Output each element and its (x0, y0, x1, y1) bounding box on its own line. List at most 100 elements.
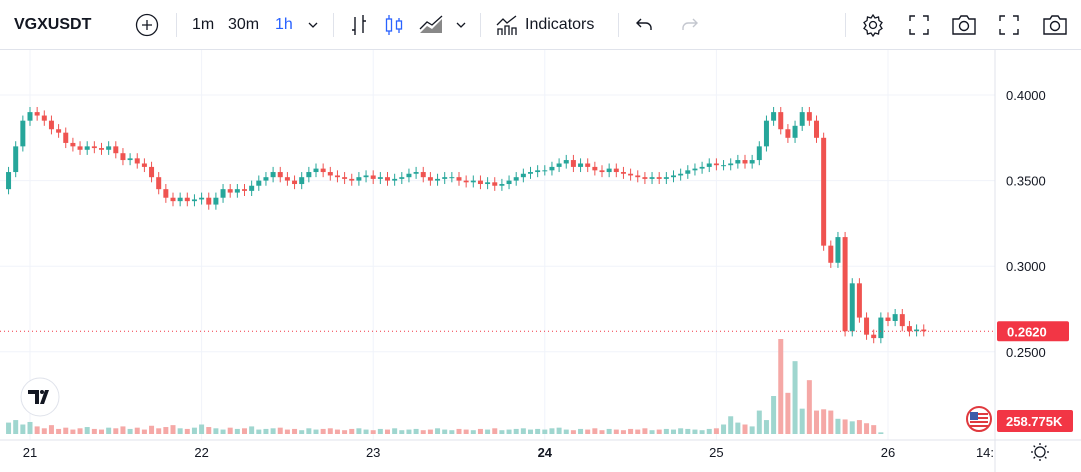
volume-bar (34, 426, 40, 434)
candle-body (234, 189, 240, 193)
y-tick-label: 0.4000 (1006, 88, 1046, 103)
volume-bar (606, 428, 612, 434)
candle-body (48, 120, 54, 130)
volume-bar (334, 429, 340, 434)
candle-body (649, 177, 655, 179)
volume-bar (756, 410, 762, 434)
volume-bar (70, 429, 76, 434)
settings-button[interactable] (861, 0, 885, 50)
volume-bar (227, 427, 233, 434)
fullscreen-button-2[interactable] (998, 0, 1020, 50)
last-volume-label: 258.775K (1006, 414, 1063, 429)
candle-body (835, 237, 841, 263)
candle-body (213, 197, 219, 205)
candle-body (227, 189, 233, 193)
indicators-button[interactable]: Indicators (495, 0, 594, 50)
candle-body (149, 166, 155, 178)
candle-body (842, 237, 848, 332)
candle-body (377, 177, 383, 179)
volume-bar (814, 410, 819, 434)
interval-dropdown[interactable] (306, 0, 320, 50)
volume-bar (828, 410, 834, 434)
volume-bar (127, 428, 133, 434)
tradingview-logo[interactable] (20, 377, 60, 417)
screenshot-button-2[interactable] (1042, 0, 1068, 50)
candle-body (363, 175, 369, 178)
candle-body (778, 112, 784, 130)
candle-body (320, 168, 326, 173)
volume-bar (213, 428, 219, 434)
volume-bar (620, 430, 626, 434)
divider (618, 13, 619, 37)
volume-bar (48, 425, 54, 434)
chart-style-dropdown[interactable] (454, 0, 468, 50)
candle-body (442, 177, 448, 179)
candle-body (921, 329, 927, 332)
volume-bar (406, 429, 412, 434)
interval-1m[interactable]: 1m (192, 16, 215, 33)
volume-bar (563, 429, 569, 434)
candle-body (742, 160, 748, 164)
divider (333, 13, 334, 37)
redo-button[interactable] (680, 0, 700, 50)
volume-bar (306, 428, 312, 434)
candle-body (906, 326, 912, 332)
volume-bar (113, 428, 119, 434)
candle-body (671, 175, 676, 178)
volume-bar (84, 427, 90, 434)
volume-bar (413, 428, 419, 434)
candle-body (256, 180, 262, 186)
candles-style-button[interactable] (383, 0, 405, 50)
candle-body (427, 177, 433, 181)
area-style-button[interactable] (418, 0, 444, 50)
add-symbol-button[interactable] (135, 0, 159, 50)
volume-bar (320, 428, 326, 434)
volume-bar (13, 420, 19, 434)
volume-bar (349, 428, 355, 434)
candle-body (349, 178, 355, 181)
volume-bar (242, 428, 247, 434)
symbol-button[interactable]: VGXUSDT (14, 16, 92, 33)
x-tick-label: 23 (366, 445, 380, 460)
volume-bar (849, 421, 855, 434)
us-flag-icon[interactable] (966, 406, 992, 432)
candle-body (392, 178, 398, 181)
volume-bar (506, 429, 512, 434)
candle-body (120, 153, 126, 161)
volume-bar (377, 428, 383, 434)
y-tick-label: 0.3500 (1006, 174, 1046, 189)
bars-style-button[interactable] (347, 0, 371, 50)
candle-body (156, 177, 162, 190)
candle-body (606, 168, 612, 173)
volume-bar (263, 428, 269, 434)
volume-bar (156, 428, 162, 434)
candle-body (549, 166, 555, 171)
candle-body (792, 125, 798, 138)
volume-bar (678, 428, 684, 434)
volume-bar (692, 429, 698, 434)
volume-bar (635, 429, 641, 434)
volume-bar (41, 428, 47, 434)
volume-bar (299, 430, 305, 434)
candle-body (856, 283, 862, 318)
screenshot-button[interactable] (951, 0, 977, 50)
volume-bar (642, 428, 648, 434)
undo-button[interactable] (634, 0, 654, 50)
candle-body (520, 173, 526, 178)
interval-1h[interactable]: 1h (275, 16, 293, 33)
price-chart[interactable]: 0.4000 0.3500 0.3000 0.2500 0.2620 258.775K 21… (0, 50, 1081, 472)
last-price-badge (997, 321, 1069, 342)
fullscreen-button[interactable] (908, 0, 930, 50)
volume-bar (799, 408, 805, 434)
candle-body (399, 177, 405, 179)
sun-icon[interactable] (1031, 443, 1049, 461)
volume-bar (206, 427, 212, 434)
top-toolbar: VGXUSDT 1m 30m 1h Indicators (0, 0, 1081, 50)
undo-icon (636, 18, 652, 30)
candle-body (313, 168, 319, 173)
camera-icon (1043, 15, 1067, 35)
volume-bar (56, 428, 62, 434)
candle-body (34, 112, 40, 116)
interval-30m[interactable]: 30m (228, 16, 260, 33)
candle-body (599, 170, 605, 173)
